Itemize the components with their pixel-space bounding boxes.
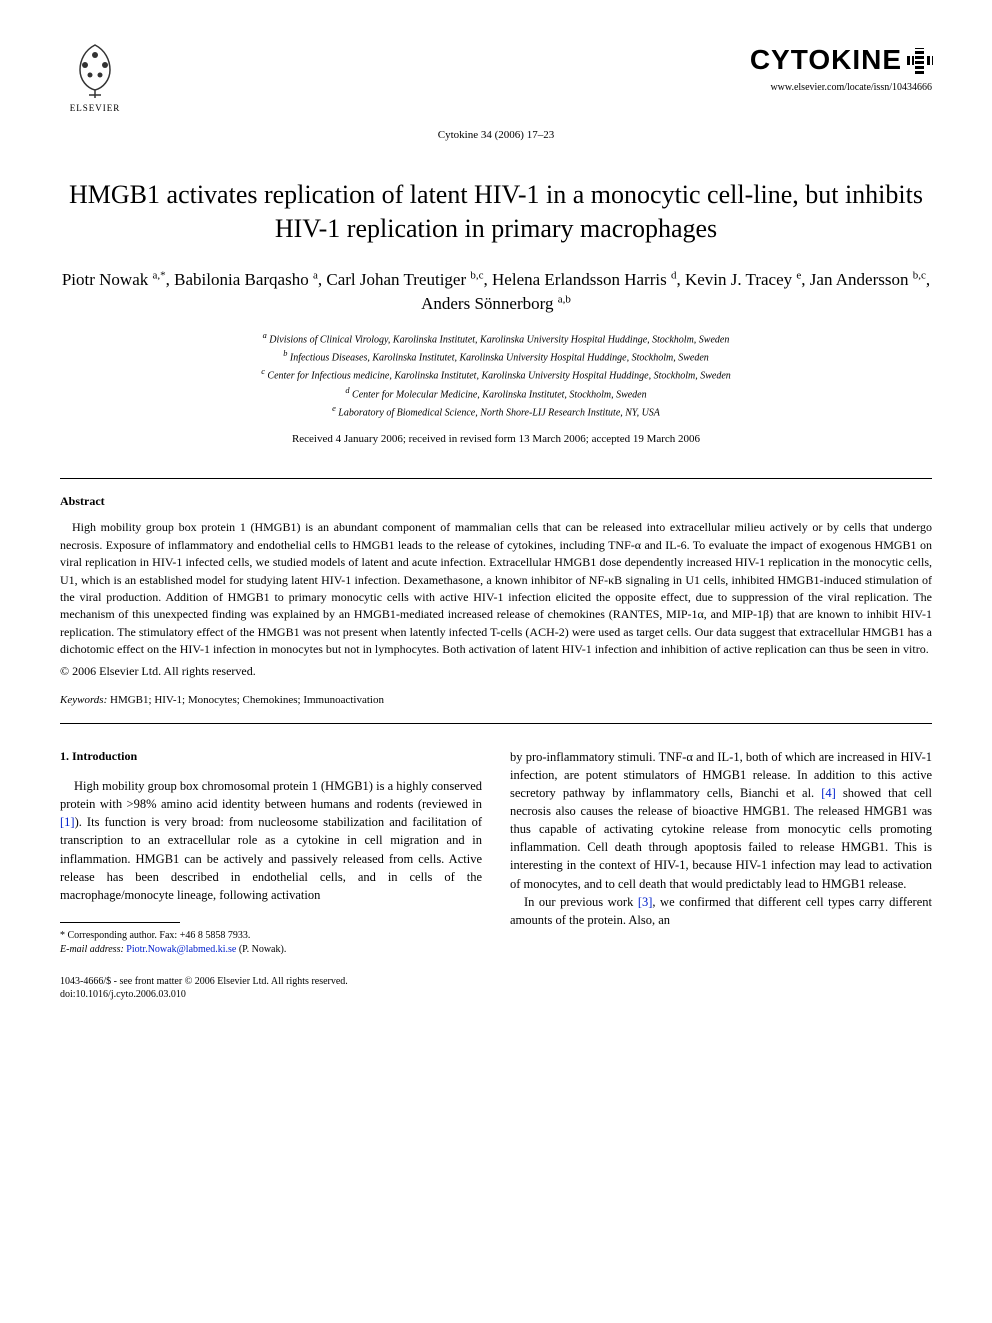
section-heading-intro: 1. Introduction [60,748,482,765]
footer-line-1: 1043-4666/$ - see front matter © 2006 El… [60,975,932,988]
abstract-heading: Abstract [60,493,932,510]
keywords-text: HMGB1; HIV-1; Monocytes; Chemokines; Imm… [107,694,384,706]
divider-bottom [60,723,932,724]
article-title: HMGB1 activates replication of latent HI… [60,178,932,246]
intro-text-1a: High mobility group box chromosomal prot… [60,779,482,811]
email-line: E-mail address: Piotr.Nowak@labmed.ki.se… [60,943,482,957]
intro-paragraph-right-2: In our previous work [3], we confirmed t… [510,893,932,929]
intro-paragraph-right-1: by pro-inflammatory stimuli. TNF-α and I… [510,748,932,893]
keywords: Keywords: HMGB1; HIV-1; Monocytes; Chemo… [60,693,932,708]
ref-link-3[interactable]: [3] [638,895,653,909]
divider-top [60,478,932,479]
abstract-text: High mobility group box protein 1 (HMGB1… [60,519,932,658]
elsevier-tree-icon [65,40,125,100]
journal-logo: CYTOKINE www.elsevier.com/locate/issn/10… [750,40,932,95]
affiliation-line: c Center for Infectious medicine, Karoli… [60,366,932,383]
footer: 1043-4666/$ - see front matter © 2006 El… [60,975,932,1001]
affiliation-line: e Laboratory of Biomedical Science, Nort… [60,403,932,420]
email-address[interactable]: Piotr.Nowak@labmed.ki.se [126,944,236,955]
left-column: 1. Introduction High mobility group box … [60,748,482,957]
footnotes: * Corresponding author. Fax: +46 8 5858 … [60,929,482,957]
ref-link-4[interactable]: [4] [821,786,836,800]
ref-link-1[interactable]: [1] [60,815,75,829]
affiliation-line: d Center for Molecular Medicine, Karolin… [60,385,932,402]
authors: Piotr Nowak a,*, Babilonia Barqasho a, C… [60,268,932,316]
right-column: by pro-inflammatory stimuli. TNF-α and I… [510,748,932,957]
corresponding-author: * Corresponding author. Fax: +46 8 5858 … [60,929,482,943]
keywords-label: Keywords: [60,694,107,706]
publisher-logo: ELSEVIER [60,40,130,120]
affiliation-line: b Infectious Diseases, Karolinska Instit… [60,348,932,365]
footer-line-2: doi:10.1016/j.cyto.2006.03.010 [60,988,932,1001]
intro-paragraph-left: High mobility group box chromosomal prot… [60,777,482,904]
intro-text-r1b: showed that cell necrosis also causes th… [510,786,932,891]
abstract-copyright: © 2006 Elsevier Ltd. All rights reserved… [60,663,932,680]
publisher-name: ELSEVIER [70,102,121,115]
journal-name-text: CYTOKINE [750,40,902,79]
affiliation-line: a Divisions of Clinical Virology, Karoli… [60,330,932,347]
journal-title: CYTOKINE [750,40,932,79]
body-columns: 1. Introduction High mobility group box … [60,748,932,957]
journal-cross-icon [906,47,932,73]
journal-url: www.elsevier.com/locate/issn/10434666 [750,81,932,95]
intro-text-r2a: In our previous work [524,895,638,909]
header-row: ELSEVIER CYTOKINE www.elsevier.com/locat… [60,40,932,120]
intro-text-1b: ). Its function is very broad: from nucl… [60,815,482,902]
email-suffix: (P. Nowak). [236,944,286,955]
citation-line: Cytokine 34 (2006) 17–23 [60,128,932,143]
footnote-divider [60,922,180,923]
article-dates: Received 4 January 2006; received in rev… [60,432,932,447]
email-label: E-mail address: [60,944,126,955]
affiliations: a Divisions of Clinical Virology, Karoli… [60,330,932,421]
